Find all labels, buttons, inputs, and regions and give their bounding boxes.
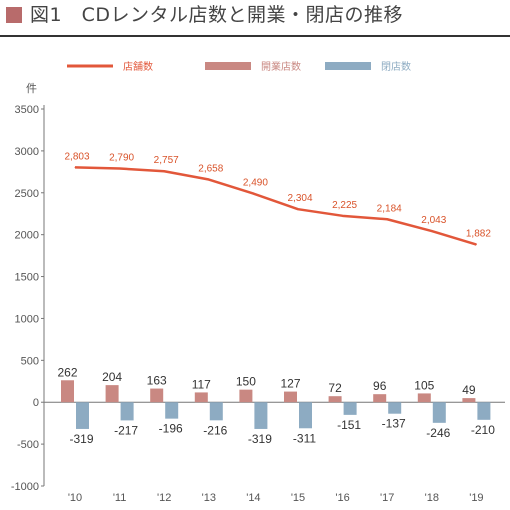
bar-opened [61, 380, 74, 403]
line-point [74, 166, 76, 168]
bar-opened-label: 96 [373, 379, 387, 393]
bar-closed [477, 402, 491, 420]
bar-closed-label: -196 [159, 422, 183, 436]
x-tick-label: '15 [291, 492, 305, 504]
bar-closed [388, 402, 402, 414]
bar-closed [120, 402, 134, 421]
chart-title: 図1 CDレンタル店数と開業・閉店の推移 [30, 4, 403, 26]
bar-closed [254, 402, 268, 429]
y-tick-label: -1000 [11, 481, 39, 493]
bar-closed [299, 402, 312, 429]
bar-opened-label: 163 [147, 374, 167, 388]
line-point [342, 215, 344, 217]
line-data-label: 2,658 [198, 164, 223, 175]
line-data-label: 2,043 [421, 215, 446, 226]
y-tick-label: 1500 [15, 272, 39, 284]
y-tick-label: 2000 [15, 230, 39, 242]
line-point [252, 193, 254, 195]
bar-opened-label: 72 [328, 381, 342, 395]
bar-opened [417, 393, 431, 403]
x-tick-label: '14 [246, 492, 260, 504]
y-tick-label: 500 [21, 355, 39, 367]
bar-closed [343, 402, 357, 415]
legend-label: 店舗数 [123, 60, 153, 73]
line-data-label: 2,490 [243, 178, 268, 189]
bar-opened-label: 117 [192, 377, 211, 391]
bar-closed-label: -216 [203, 423, 227, 437]
bar-closed-label: -311 [293, 431, 316, 445]
bar-closed-label: -151 [337, 418, 361, 432]
bar-opened [462, 398, 476, 403]
title-underline [0, 35, 510, 37]
x-tick-label: '13 [202, 492, 216, 504]
line-data-label: 2,225 [332, 200, 357, 211]
line-data-label: 2,304 [287, 193, 312, 204]
x-tick-label: '16 [335, 492, 349, 504]
bar-closed-label: -246 [426, 426, 450, 440]
chart-title-bar: 図1 CDレンタル店数と開業・閉店の推移 [0, 0, 510, 36]
legend-swatch [67, 64, 113, 68]
bar-closed [76, 402, 89, 429]
line-data-label: 2,803 [64, 151, 89, 162]
x-tick-label: '10 [68, 492, 82, 504]
bar-opened [194, 392, 208, 403]
bar-opened [284, 391, 297, 403]
bar-opened-label: 262 [57, 365, 77, 379]
line-point [163, 170, 165, 172]
x-tick-label: '17 [380, 492, 394, 504]
bar-opened-label: 49 [462, 383, 476, 397]
legend-swatch [325, 62, 371, 70]
bar-opened [150, 388, 164, 403]
y-axis-unit-label: 件 [26, 82, 37, 95]
bar-opened [328, 396, 342, 403]
bar-closed-label: -137 [382, 417, 406, 431]
bar-closed [432, 402, 446, 423]
legend-label: 閉店数 [381, 60, 411, 73]
line-point [297, 208, 299, 210]
x-tick-label: '11 [113, 492, 127, 504]
y-tick-label: 1000 [15, 313, 39, 325]
line-point [475, 244, 477, 246]
line-data-label: 2,757 [154, 155, 179, 166]
y-tick-label: 0 [33, 397, 39, 409]
line-point [208, 179, 210, 181]
line-point [431, 230, 433, 232]
bar-closed-label: -210 [471, 423, 495, 437]
line-data-label: 2,184 [377, 203, 402, 214]
bar-opened [373, 394, 387, 403]
x-tick-label: '12 [157, 492, 171, 504]
title-marker-square [6, 7, 22, 23]
y-tick-label: 3000 [15, 146, 39, 158]
bar-opened-label: 204 [102, 370, 122, 384]
bar-closed-label: -217 [114, 423, 138, 437]
legend-swatch [205, 62, 251, 70]
bar-closed [165, 402, 179, 419]
line-point [386, 218, 388, 220]
series-line-stores [74, 166, 477, 246]
bar-opened-label: 127 [280, 377, 300, 391]
line-data-label: 1,882 [466, 229, 491, 240]
y-tick-label: 3500 [15, 104, 39, 116]
y-tick-label: -500 [17, 439, 39, 451]
bar-closed-label: -319 [248, 432, 272, 446]
x-tick-label: '18 [425, 492, 439, 504]
bar-closed [209, 402, 223, 421]
line-point [119, 167, 121, 169]
bar-opened [105, 385, 119, 403]
y-tick-label: 2500 [15, 188, 39, 200]
line-data-label: 2,790 [109, 152, 134, 163]
bar-closed-label: -319 [69, 432, 93, 446]
bar-opened-label: 150 [236, 375, 256, 389]
x-tick-label: '19 [469, 492, 483, 504]
bar-opened-label: 105 [414, 378, 434, 392]
bar-opened [239, 389, 253, 403]
legend-label: 開業店数 [261, 60, 301, 73]
